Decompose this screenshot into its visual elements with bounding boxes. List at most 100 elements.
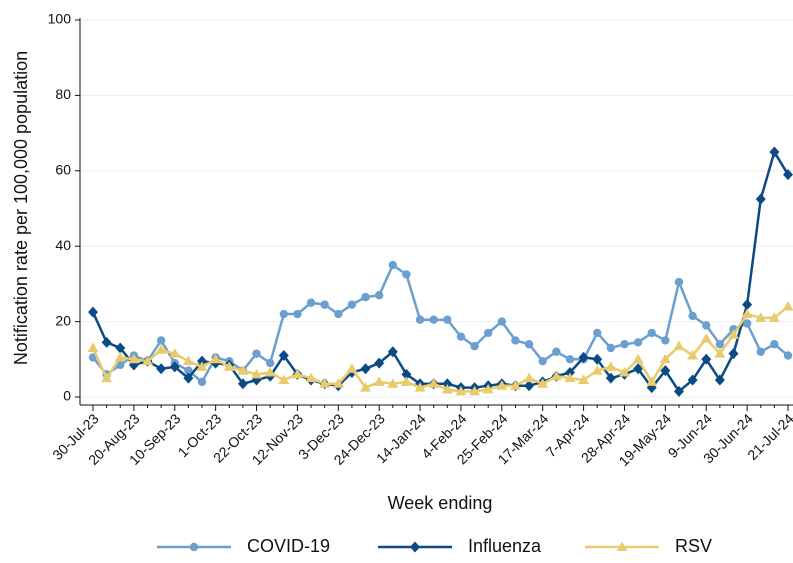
marker	[661, 336, 670, 345]
marker	[156, 336, 166, 345]
marker	[305, 372, 317, 383]
marker	[564, 372, 576, 383]
marker	[646, 376, 658, 386]
marker	[87, 342, 99, 352]
marker	[414, 382, 426, 392]
marker	[605, 372, 616, 384]
marker	[387, 378, 399, 388]
marker	[741, 308, 753, 319]
marker	[197, 377, 207, 387]
marker	[728, 348, 739, 360]
legend-text: Influenza	[468, 536, 542, 556]
marker	[470, 341, 479, 351]
marker	[552, 347, 561, 356]
marker	[115, 342, 126, 354]
marker	[320, 300, 329, 309]
marker	[687, 374, 698, 386]
marker	[524, 340, 534, 349]
marker	[346, 363, 358, 373]
marker	[88, 306, 98, 318]
marker	[265, 358, 275, 368]
marker	[633, 363, 644, 375]
marker	[360, 382, 372, 392]
marker	[537, 378, 549, 388]
marker	[606, 343, 616, 353]
legend-text: RSV	[675, 536, 712, 556]
marker	[755, 193, 766, 205]
marker	[184, 366, 193, 375]
marker	[659, 353, 671, 364]
marker	[373, 376, 385, 386]
marker	[278, 350, 289, 362]
marker	[633, 338, 643, 347]
marker	[455, 385, 467, 396]
marker	[742, 319, 752, 328]
marker	[578, 374, 590, 385]
x-axis-title: Week ending	[388, 493, 493, 513]
y-tick-label: 80	[55, 86, 71, 102]
marker	[647, 328, 656, 338]
marker	[114, 351, 126, 362]
marker	[592, 353, 603, 365]
marker	[783, 169, 793, 181]
marker	[429, 315, 438, 324]
marker	[182, 355, 194, 366]
marker	[618, 366, 630, 377]
marker	[156, 363, 167, 375]
marker	[605, 361, 617, 371]
marker	[237, 378, 248, 390]
marker	[223, 361, 235, 371]
marker	[523, 372, 535, 383]
marker	[715, 340, 725, 349]
marker	[374, 291, 384, 300]
marker	[252, 349, 261, 358]
marker	[210, 353, 222, 364]
marker	[374, 357, 385, 369]
marker	[483, 328, 493, 338]
marker	[142, 355, 154, 366]
marker	[189, 542, 199, 552]
marker	[183, 372, 194, 384]
series-line	[92, 263, 789, 384]
marker	[616, 541, 628, 551]
marker	[428, 378, 440, 388]
y-tick-label: 60	[55, 162, 71, 178]
marker	[456, 332, 466, 341]
marker	[714, 348, 726, 358]
marker	[538, 356, 547, 366]
marker	[701, 353, 712, 365]
marker	[550, 370, 562, 381]
legend-text: COVID-19	[247, 536, 330, 556]
series	[88, 260, 793, 387]
marker	[578, 351, 589, 363]
marker	[278, 374, 290, 385]
marker	[769, 146, 780, 158]
marker	[360, 363, 371, 375]
marker	[334, 309, 343, 319]
y-tick-label: 20	[55, 312, 71, 328]
marker	[155, 344, 167, 354]
marker	[593, 328, 602, 338]
marker	[264, 366, 276, 377]
marker	[591, 365, 603, 375]
marker	[251, 368, 263, 379]
marker	[306, 298, 316, 307]
marker	[632, 353, 644, 364]
marker	[441, 383, 453, 394]
y-tick-label: 40	[55, 237, 71, 253]
marker	[442, 378, 453, 390]
marker	[197, 355, 208, 367]
marker	[687, 350, 699, 360]
marker	[496, 380, 508, 390]
marker	[101, 372, 113, 383]
y-tick-label: 100	[48, 11, 72, 27]
marker	[783, 351, 793, 360]
marker	[361, 292, 370, 302]
marker	[410, 541, 420, 553]
marker	[565, 355, 575, 364]
marker	[279, 309, 288, 319]
marker	[673, 385, 684, 397]
marker	[768, 312, 780, 322]
marker	[291, 368, 303, 379]
